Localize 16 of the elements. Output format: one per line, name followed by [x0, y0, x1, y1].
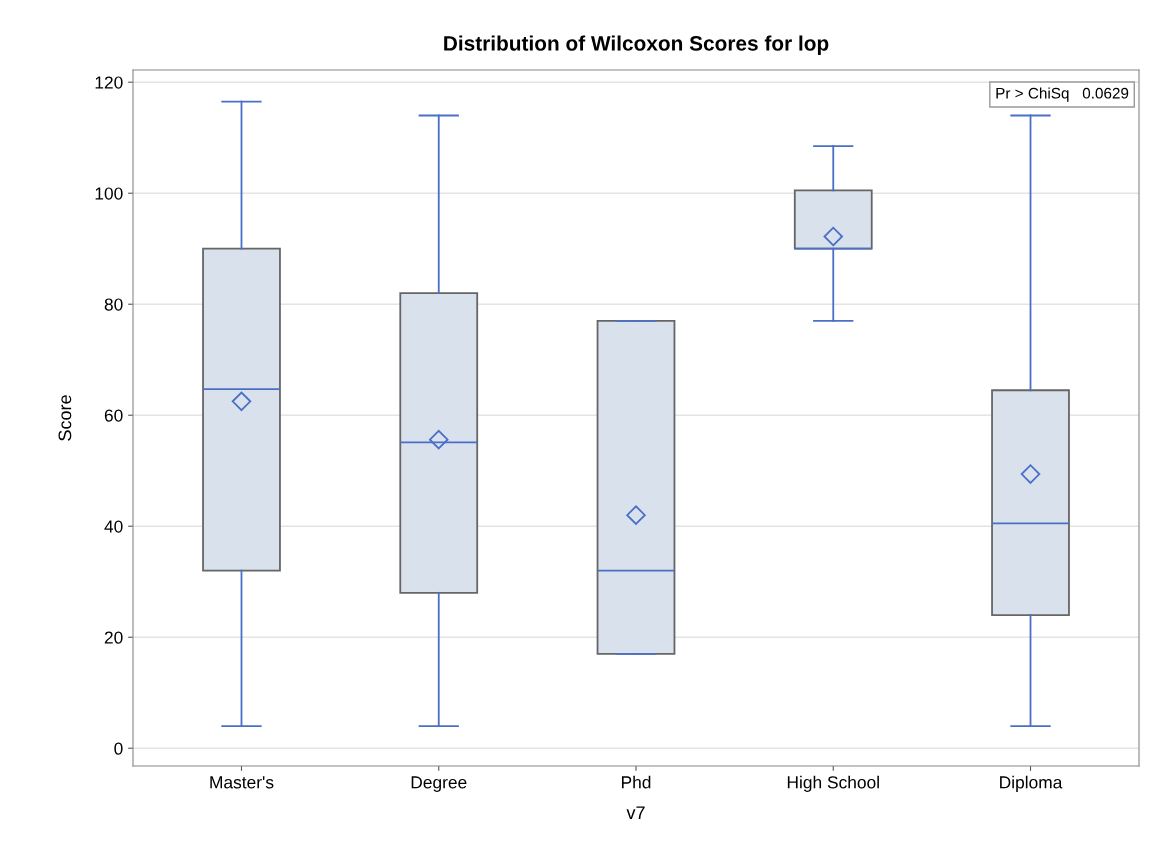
y-tick-label: 0 — [114, 742, 123, 755]
x-axis-title: v7 — [626, 806, 645, 819]
x-tick-label: High School — [787, 775, 879, 792]
x-tick-label: Phd — [621, 775, 651, 789]
y-tick-label: 40 — [104, 520, 123, 533]
y-tick-label: 60 — [104, 409, 123, 422]
x-tick-label: Master's — [210, 776, 274, 789]
annotation: Pr > ChiSq 0.0629 — [996, 87, 1129, 102]
y-axis-title: Score — [58, 395, 72, 441]
x-tick-label: Diploma — [1000, 775, 1063, 792]
y-tick-label: 100 — [95, 187, 123, 200]
y-tick-label: 120 — [95, 76, 123, 89]
x-tick-label: Degree — [411, 776, 467, 792]
y-tick-label: 80 — [104, 298, 123, 311]
y-tick-label: 20 — [104, 631, 123, 644]
chart-title: Distribution of Wilcoxon Scores for lop — [444, 35, 829, 55]
